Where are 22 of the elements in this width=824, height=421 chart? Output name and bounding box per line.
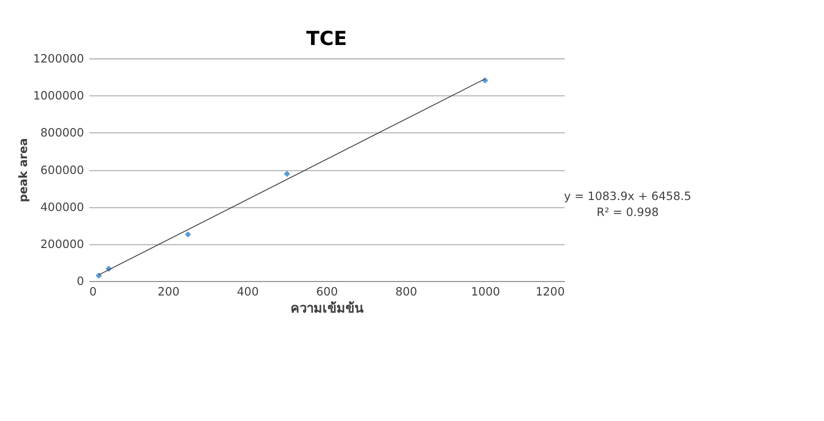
x-axis-title: ความเข้มข้น [290, 300, 364, 316]
x-tick-label: 1200 [536, 284, 565, 299]
y-axis-title: peak area [16, 138, 30, 202]
point [96, 272, 102, 279]
x-tick-label: 600 [316, 284, 338, 299]
x-tick-label: 200 [158, 284, 180, 299]
y-tick-label: 600000 [40, 162, 84, 177]
y-tick-label: 1000000 [33, 88, 84, 103]
text: R² = 0.998 [596, 204, 659, 219]
y-tick-label: 0 [76, 274, 84, 288]
y-tick-label: 200000 [40, 237, 84, 252]
x-tick-label: 1000 [470, 284, 500, 299]
y-tick-label: 400000 [40, 200, 84, 214]
x-tick-label: 0 [89, 284, 97, 299]
chart-title: TCE [306, 27, 347, 50]
x-tick-label: 400 [236, 284, 259, 299]
point [184, 231, 192, 238]
y-tick-label: 800000 [40, 126, 84, 140]
point [284, 170, 290, 177]
x-tick-label: 800 [395, 284, 418, 299]
annotation: y = 1083.9x + 6458.5 [564, 189, 692, 204]
y-tick-label: 1200000 [33, 51, 84, 66]
